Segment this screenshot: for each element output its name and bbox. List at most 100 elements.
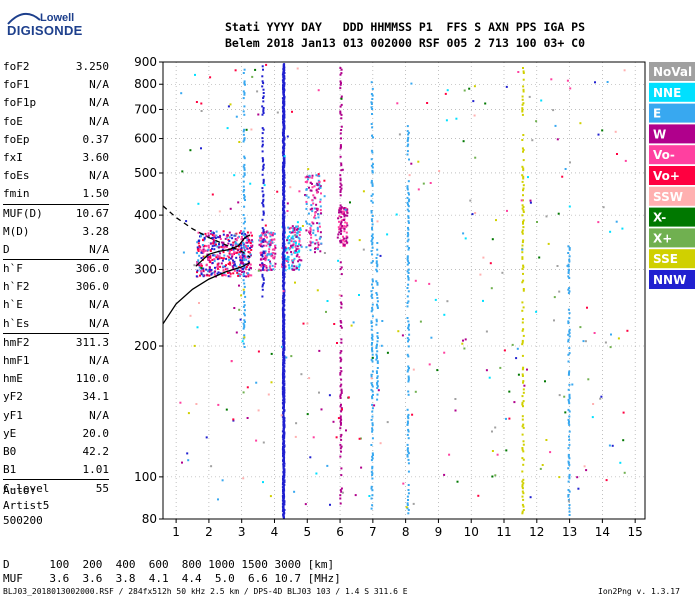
echo-mark <box>521 401 524 404</box>
echo-mark <box>402 482 405 485</box>
echo-mark <box>371 437 374 440</box>
echo-mark <box>522 463 525 466</box>
echo-mark <box>211 237 214 239</box>
echo-mark <box>370 328 373 331</box>
echo-mark <box>474 212 477 214</box>
echo-mark <box>259 263 261 266</box>
echo-mark <box>197 259 200 262</box>
echo-mark <box>298 265 301 268</box>
y-tick-label: 100 <box>134 470 157 484</box>
echo-mark <box>238 251 241 253</box>
echo-mark <box>370 81 373 84</box>
echo-mark <box>212 239 215 242</box>
echo-mark <box>407 390 410 393</box>
echo-mark <box>270 352 273 355</box>
echo-mark <box>261 145 264 148</box>
echo-mark <box>242 165 245 168</box>
echo-mark <box>213 258 216 261</box>
echo-mark <box>242 292 245 295</box>
param-key: MUF(D) <box>3 206 43 220</box>
echo-mark <box>407 509 410 511</box>
echo-mark <box>295 267 298 270</box>
echo-mark <box>249 253 252 256</box>
echo-mark <box>568 490 571 493</box>
echo-mark <box>209 260 212 262</box>
echo-mark <box>316 289 319 292</box>
echo-mark <box>338 209 341 212</box>
echo-mark <box>371 253 373 256</box>
param-value: 3.28 <box>82 224 110 238</box>
echo-mark <box>293 250 296 253</box>
echo-mark <box>249 244 252 247</box>
echo-mark <box>224 274 227 277</box>
y-tick-label: 700 <box>134 102 157 116</box>
echo-mark <box>371 430 374 433</box>
echo-mark <box>376 350 379 353</box>
echo-mark <box>282 490 284 492</box>
echo-mark <box>566 79 569 82</box>
echo-mark <box>473 85 476 88</box>
echo-mark <box>288 266 291 269</box>
echo-mark <box>243 270 246 273</box>
echo-mark <box>213 248 216 251</box>
echo-mark <box>318 222 321 225</box>
echo-mark <box>337 233 340 236</box>
echo-mark <box>371 350 374 353</box>
echo-mark <box>372 393 374 396</box>
echo-mark <box>262 158 265 161</box>
echo-mark <box>376 367 379 369</box>
echo-mark <box>264 239 266 242</box>
echo-mark <box>305 229 308 232</box>
echo-mark <box>239 244 242 247</box>
echo-mark <box>294 240 297 243</box>
echo-mark <box>406 408 409 411</box>
echo-mark <box>222 230 225 233</box>
legend-swatch <box>649 186 695 206</box>
echo-mark <box>346 241 349 244</box>
echo-mark <box>340 294 343 297</box>
echo-mark <box>306 322 309 325</box>
echo-mark <box>272 232 275 234</box>
echo-mark <box>338 215 341 218</box>
param-value: 1.50 <box>82 187 110 201</box>
echo-mark <box>224 237 227 240</box>
echo-mark <box>210 273 213 276</box>
echo-mark <box>375 318 378 321</box>
echo-mark <box>232 248 235 251</box>
echo-mark <box>282 181 284 184</box>
echo-mark <box>205 436 208 439</box>
echo-mark <box>340 370 343 373</box>
param-value: 55 <box>95 482 109 496</box>
echo-mark <box>229 207 232 210</box>
echo-mark <box>211 247 213 250</box>
echo-mark <box>521 231 524 234</box>
echo-mark <box>260 240 263 243</box>
echo-mark <box>346 236 349 239</box>
echo-mark <box>242 72 245 74</box>
echo-mark <box>307 168 310 171</box>
echo-mark <box>261 255 264 258</box>
param-value: N/A <box>89 298 109 312</box>
echo-mark <box>261 253 264 256</box>
echo-mark <box>203 244 206 247</box>
echo-mark <box>535 120 538 123</box>
echo-mark <box>222 265 225 268</box>
echo-mark <box>283 243 286 246</box>
echo-mark <box>243 250 246 253</box>
echo-mark <box>529 201 532 204</box>
echo-mark <box>521 257 524 260</box>
echo-mark <box>291 236 294 239</box>
echo-mark <box>236 248 239 251</box>
echo-mark <box>283 501 286 504</box>
echo-mark <box>340 338 343 341</box>
echo-mark <box>371 403 374 406</box>
echo-mark <box>522 405 524 408</box>
param-key: h`F <box>3 262 23 276</box>
echo-mark <box>362 190 365 193</box>
echo-mark <box>233 264 235 267</box>
param-key: h`Es <box>3 316 30 330</box>
echo-mark <box>242 222 245 225</box>
echo-mark <box>579 326 582 329</box>
echo-mark <box>259 258 262 261</box>
echo-mark <box>193 264 196 267</box>
